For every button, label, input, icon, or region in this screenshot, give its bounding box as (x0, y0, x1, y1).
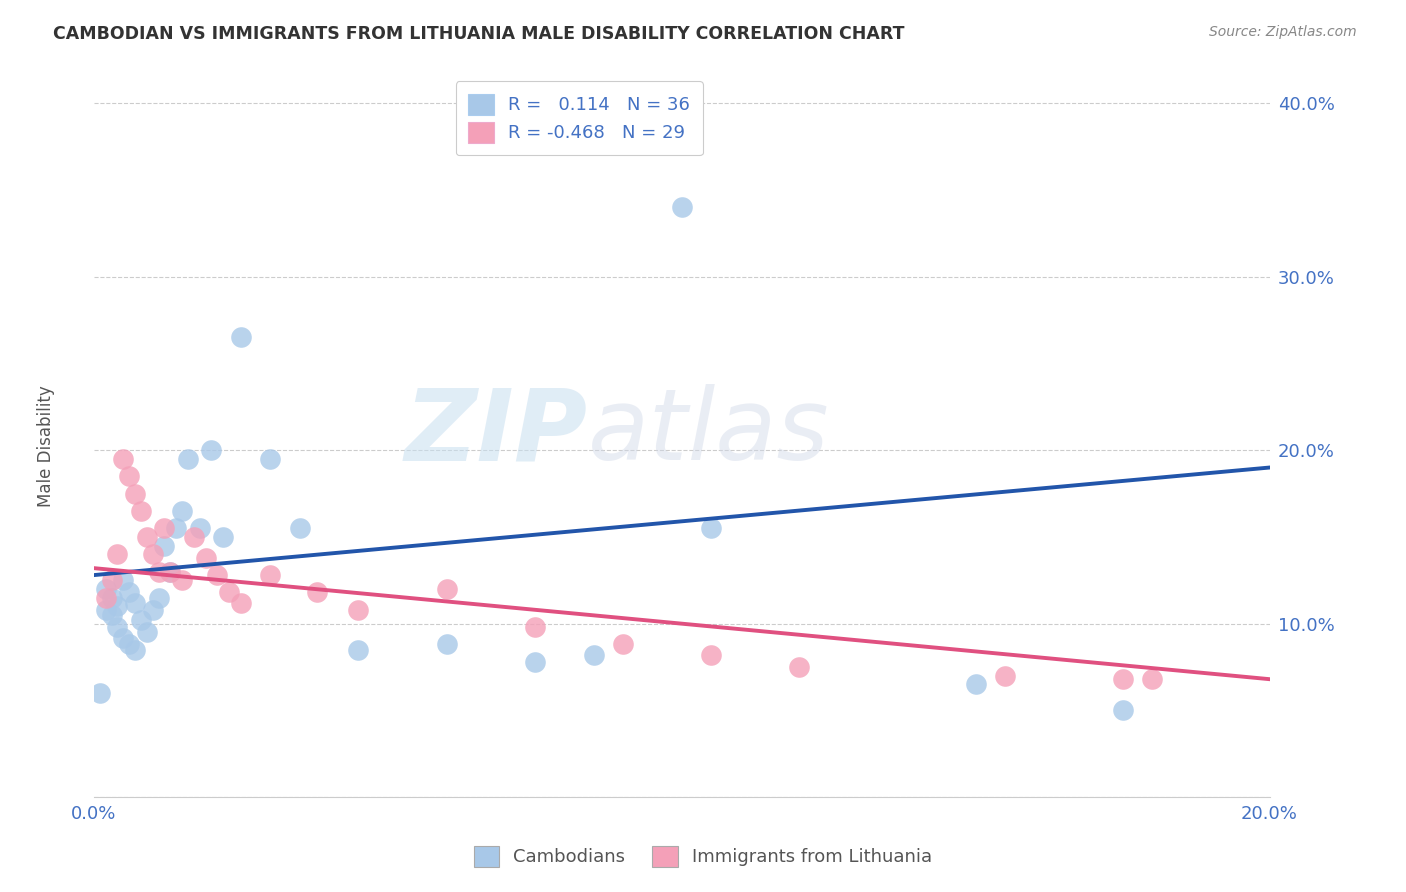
Point (129, 504, 152, 518)
Point (994, 669, 1017, 683)
Point (118, 585, 141, 599)
Point (212, 530, 235, 544)
Point (142, 547, 165, 561)
Point (112, 631, 135, 645)
Point (118, 638, 141, 652)
Point (207, 568, 229, 582)
Point (172, 574, 194, 588)
Point (671, 200, 693, 214)
Legend: Cambodians, Immigrants from Lithuania: Cambodians, Immigrants from Lithuania (464, 837, 942, 876)
Point (94, 582, 117, 596)
Point (112, 574, 135, 588)
Point (148, 565, 170, 579)
Point (94, 591, 117, 605)
Point (107, 599, 129, 614)
Text: CAMBODIAN VS IMMIGRANTS FROM LITHUANIA MALE DISABILITY CORRELATION CHART: CAMBODIAN VS IMMIGRANTS FROM LITHUANIA M… (53, 25, 905, 43)
Point (165, 521, 187, 535)
Point (129, 613, 152, 627)
Point (142, 603, 165, 617)
Point (183, 530, 205, 544)
Point (107, 620, 129, 634)
Point (153, 539, 176, 553)
Point (118, 469, 141, 483)
Point (612, 638, 634, 652)
Point (94, 603, 117, 617)
Text: atlas: atlas (588, 384, 830, 482)
Point (172, 504, 194, 518)
Point (700, 648, 723, 662)
Point (1111, 703, 1133, 717)
Point (135, 625, 157, 640)
Point (787, 660, 810, 674)
Point (124, 486, 146, 500)
Legend: R =   0.114   N = 36, R = -0.468   N = 29: R = 0.114 N = 36, R = -0.468 N = 29 (456, 81, 703, 155)
Point (153, 521, 176, 535)
Point (1111, 672, 1133, 686)
Point (307, 585, 329, 599)
Point (124, 642, 146, 657)
Point (436, 582, 458, 596)
Point (135, 530, 157, 544)
Point (100, 607, 122, 622)
Point (347, 603, 370, 617)
Point (177, 451, 200, 466)
Point (159, 565, 181, 579)
Point (194, 550, 217, 565)
Point (124, 596, 146, 610)
Point (148, 591, 170, 605)
Point (1140, 672, 1163, 686)
Point (218, 585, 240, 599)
Point (229, 596, 252, 610)
Point (107, 547, 129, 561)
Point (436, 638, 458, 652)
Text: Source: ZipAtlas.com: Source: ZipAtlas.com (1209, 25, 1357, 39)
Point (582, 648, 605, 662)
Point (112, 451, 135, 466)
Point (188, 521, 211, 535)
Point (288, 521, 311, 535)
Point (229, 330, 252, 344)
Text: ZIP: ZIP (405, 384, 588, 482)
Point (100, 591, 122, 605)
Point (259, 568, 281, 582)
Point (159, 565, 181, 579)
Point (100, 574, 122, 588)
Point (89, 686, 111, 700)
Point (523, 620, 546, 634)
Point (259, 451, 281, 466)
Point (523, 655, 546, 669)
Text: Male Disability: Male Disability (38, 385, 55, 507)
Point (347, 642, 370, 657)
Point (700, 521, 723, 535)
Point (965, 677, 987, 691)
Point (200, 443, 222, 458)
